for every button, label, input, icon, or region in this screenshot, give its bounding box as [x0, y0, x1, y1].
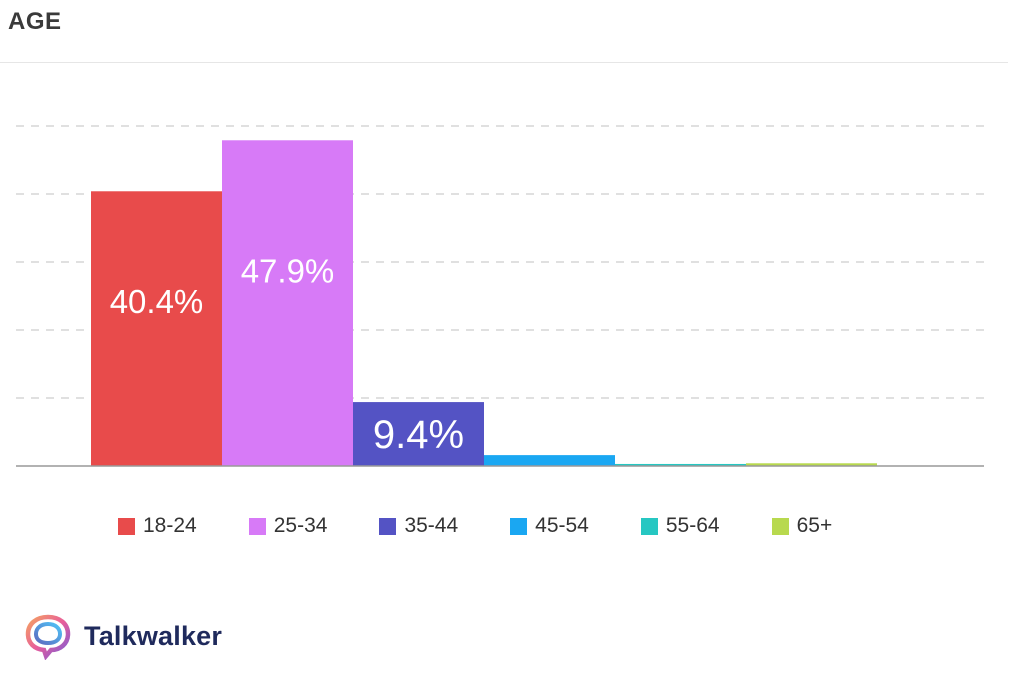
chart-title: AGE	[8, 8, 62, 35]
legend-item-65+[interactable]: 65+	[771, 514, 833, 538]
data-labels: 40.4% 47.9% 9.4%	[110, 253, 464, 457]
chart-legend: 18-24 25-34 35-44 45-54 55-64 65+	[118, 514, 884, 538]
bar-35-44	[353, 402, 484, 466]
bar-55-64	[615, 463, 746, 466]
bar-65+	[746, 463, 877, 466]
title-divider	[0, 62, 1008, 63]
legend-swatch	[510, 517, 528, 535]
data-label-25-34: 47.9%	[241, 253, 335, 290]
legend-swatch	[771, 517, 789, 535]
legend-label: 35-44	[404, 514, 459, 537]
talkwalker-logo-icon	[25, 614, 71, 660]
brand-footer: Talkwalker	[24, 612, 222, 660]
legend-label: 55-64	[665, 514, 720, 537]
legend-swatch	[118, 517, 135, 535]
data-label-35-44: 9.4%	[373, 413, 464, 457]
legend-item-25-34[interactable]: 25-34	[248, 514, 328, 538]
legend-label: 45-54	[535, 514, 589, 537]
legend-item-45-54[interactable]: 45-54	[510, 514, 589, 538]
bars	[91, 140, 877, 466]
legend-item-35-44[interactable]: 35-44	[379, 514, 458, 538]
data-label-18-24: 40.4%	[110, 283, 204, 320]
age-bar-chart: 40.4% 47.9% 9.4%	[16, 125, 984, 467]
legend-label: 65+	[796, 514, 833, 537]
brand-name: Talkwalker	[84, 620, 223, 651]
gridlines	[16, 125, 984, 399]
legend-label: 25-34	[273, 514, 328, 537]
legend-swatch	[379, 517, 397, 535]
bar-25-34	[222, 140, 353, 466]
legend-item-18-24[interactable]: 18-24	[118, 514, 197, 538]
bar-18-24	[91, 191, 222, 466]
legend-label: 18-24	[143, 514, 197, 537]
bar-45-54	[484, 455, 615, 466]
legend-swatch	[640, 517, 658, 535]
legend-swatch	[248, 517, 266, 535]
legend-item-55-64[interactable]: 55-64	[640, 514, 720, 538]
